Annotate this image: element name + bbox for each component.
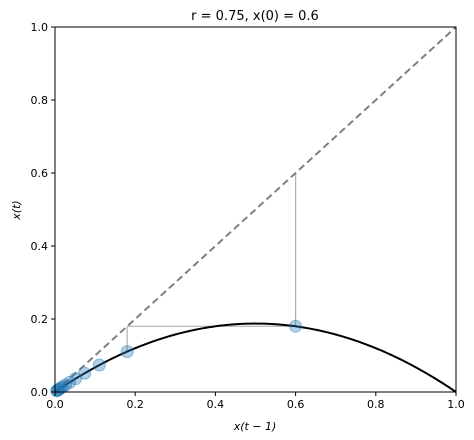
data-point [50,383,64,397]
data-point [56,380,70,394]
data-point [92,358,106,372]
data-point [120,345,134,359]
data-point [78,366,92,380]
data-point [50,384,64,398]
data-point [69,372,83,386]
x-tick-label: 1.0 [447,398,465,411]
logistic-curve [54,322,457,393]
plot-area: 0.0 0.2 0.4 0.6 0.8 1.0 0.0 0.2 0.4 0.6 0.8 1.0 [31,21,465,411]
data-point [59,378,73,392]
identity-line [54,26,457,393]
chart-title: r = 0.75, x(0) = 0.6 [191,9,319,24]
axes-frame [54,26,457,393]
y-tick-label: 0.2 [31,313,49,326]
y-tick-label: 1.0 [31,21,49,34]
x-tick-label: 0.8 [367,398,385,411]
data-point [289,319,303,333]
x-tick-label: 0.4 [207,398,225,411]
y-tick-label: 0.8 [31,94,49,107]
y-tick-label: 0.4 [31,240,49,253]
data-point [63,375,77,389]
y-tick-label: 0.0 [31,386,49,399]
x-axis-label: x(t − 1) [233,420,277,433]
y-axis-label: x(t) [10,200,23,220]
x-tick-label: 0.6 [287,398,305,411]
x-tick-label: 0.0 [46,398,64,411]
x-tick-label: 0.2 [126,398,144,411]
y-tick-label: 0.6 [31,167,49,180]
